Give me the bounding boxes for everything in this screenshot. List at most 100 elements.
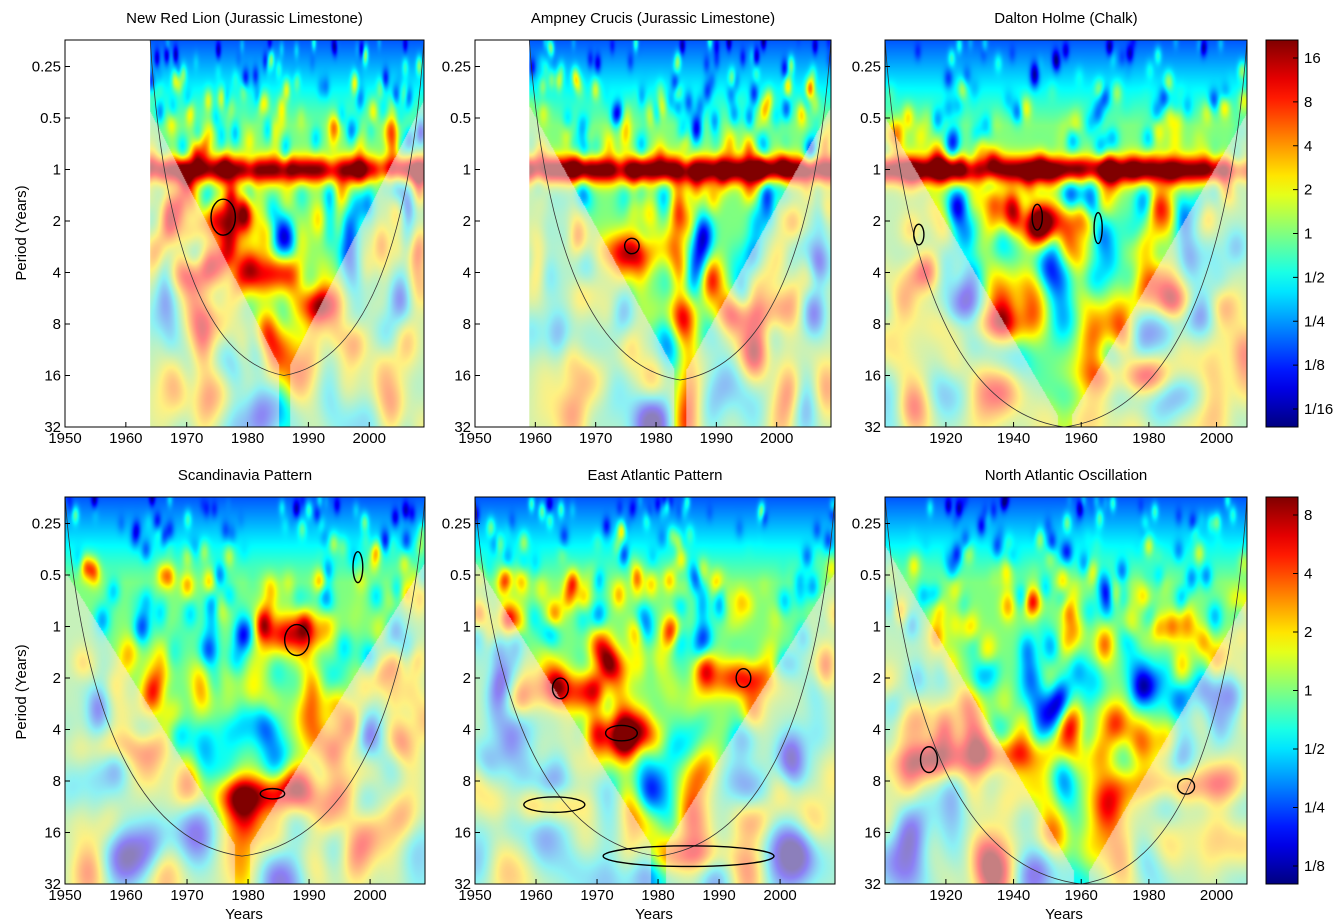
colorbar-tick-label: 1/8 xyxy=(1304,858,1325,875)
plot-frame xyxy=(884,39,1248,428)
y-tick-label: 16 xyxy=(44,368,61,385)
y-tick-label: 32 xyxy=(454,876,471,893)
x-tick-label: 1920 xyxy=(929,887,962,904)
plot-frame xyxy=(64,39,425,428)
y-tick-label: 16 xyxy=(454,368,471,385)
x-axis-label-right: Years xyxy=(1045,906,1083,923)
x-tick-label: 1960 xyxy=(1065,887,1098,904)
x-tick-label: 2000 xyxy=(763,887,796,904)
y-tick-label: 0.5 xyxy=(450,567,471,584)
y-tick-label: 0.5 xyxy=(860,567,881,584)
y-tick-label: 8 xyxy=(53,316,61,333)
y-tick-label: 16 xyxy=(864,368,881,385)
x-tick-label: 1950 xyxy=(48,430,81,447)
x-tick-label: 1950 xyxy=(48,887,81,904)
x-tick-label: 1970 xyxy=(580,887,613,904)
panel-5: East Atlantic Pattern 0.25 0.5 1 2 4 8 16 321950… xyxy=(442,467,836,904)
colorbar-tick-label: 1 xyxy=(1304,683,1312,700)
panel-title: New Red Lion (Jurassic Limestone) xyxy=(126,10,363,27)
panels-group: New Red Lion (Jurassic Limestone) 0.25 0.5… xyxy=(32,10,1248,904)
y-tick-label: 1 xyxy=(873,619,881,636)
x-tick-label: 1940 xyxy=(997,887,1030,904)
y-tick-label: 8 xyxy=(463,773,471,790)
x-tick-label: 1980 xyxy=(641,887,674,904)
x-tick-label: 1990 xyxy=(292,430,325,447)
colorbar-tick-label: 4 xyxy=(1304,138,1312,155)
x-tick-label: 1920 xyxy=(929,430,962,447)
y-tick-label: 0.25 xyxy=(852,59,881,76)
y-tick-label: 0.5 xyxy=(860,110,881,127)
y-tick-label: 1 xyxy=(53,619,61,636)
wavelet-power-map xyxy=(529,40,832,427)
x-tick-label: 1990 xyxy=(292,887,325,904)
x-tick-label: 1990 xyxy=(702,887,735,904)
significance-contour xyxy=(735,668,752,688)
x-tick-label: 1970 xyxy=(579,430,612,447)
y-tick-label: 0.25 xyxy=(442,516,471,533)
y-tick-label: 4 xyxy=(53,722,61,739)
x-tick-label: 1970 xyxy=(170,430,203,447)
y-tick-label: 8 xyxy=(873,316,881,333)
y-tick-label: 0.25 xyxy=(442,59,471,76)
panel-title: North Atlantic Oscillation xyxy=(985,467,1148,484)
y-tick-label: 32 xyxy=(864,876,881,893)
x-tick-label: 1970 xyxy=(170,887,203,904)
y-tick-label: 4 xyxy=(53,265,61,282)
wavelet-power-map xyxy=(65,497,425,884)
significance-contour xyxy=(604,724,639,742)
y-tick-label: 0.25 xyxy=(852,516,881,533)
colorbar-tick-label: 2 xyxy=(1304,182,1312,199)
significance-contour xyxy=(623,237,640,255)
colorbar-tick-label: 8 xyxy=(1304,94,1312,111)
y-tick-label: 0.5 xyxy=(450,110,471,127)
colorbar-tick-label: 1/16 xyxy=(1304,401,1333,418)
y-tick-label: 4 xyxy=(873,722,881,739)
panel-6: North Atlantic Oscillation 0.25 0.5 1 2 4 8 16 3… xyxy=(852,467,1248,904)
x-tick-label: 2000 xyxy=(760,430,793,447)
colorbar-tick-label: 1 xyxy=(1304,226,1312,243)
y-tick-label: 0.5 xyxy=(40,567,61,584)
panel-title: Ampney Crucis (Jurassic Limestone) xyxy=(531,10,775,27)
panel-title: Dalton Holme (Chalk) xyxy=(994,10,1137,27)
panel-title: East Atlantic Pattern xyxy=(587,467,722,484)
y-tick-label: 16 xyxy=(864,825,881,842)
plot-frame xyxy=(474,496,836,885)
wavelet-power-map xyxy=(885,40,1247,427)
y-tick-label: 4 xyxy=(463,265,471,282)
y-tick-label: 2 xyxy=(53,213,61,230)
significance-contour xyxy=(1176,777,1196,795)
wavelet-power-map xyxy=(150,40,425,427)
x-tick-label: 1980 xyxy=(231,887,264,904)
y-tick-label: 4 xyxy=(463,722,471,739)
plot-frame xyxy=(474,39,832,428)
x-tick-label: 1990 xyxy=(700,430,733,447)
x-tick-label: 1960 xyxy=(1065,430,1098,447)
y-tick-label: 4 xyxy=(873,265,881,282)
wavelet-power-map xyxy=(885,497,1247,884)
significance-contour xyxy=(1031,203,1044,231)
x-tick-label: 1960 xyxy=(109,430,142,447)
significance-contour xyxy=(283,623,310,657)
colorbar-2: 8 4 2 1 1/2 1/4 1/8 xyxy=(1265,496,1325,885)
wavelet-power-map xyxy=(475,497,835,884)
x-tick-label: 1960 xyxy=(519,430,552,447)
cone-of-influence xyxy=(528,39,832,381)
y-tick-label: 2 xyxy=(873,670,881,687)
x-tick-label: 1980 xyxy=(639,430,672,447)
significance-contour xyxy=(259,787,286,800)
y-tick-label: 8 xyxy=(53,773,61,790)
y-tick-label: 2 xyxy=(873,213,881,230)
x-tick-label: 1960 xyxy=(519,887,552,904)
y-tick-label: 1 xyxy=(463,162,471,179)
y-tick-label: 0.25 xyxy=(32,516,61,533)
x-tick-label: 1960 xyxy=(109,887,142,904)
y-tick-label: 32 xyxy=(44,876,61,893)
x-tick-label: 1980 xyxy=(1132,430,1165,447)
colorbars-group: 16 8 4 2 1 1/2 1/4 1/8 1/16 8 4 2 1 1/2 1/4 1/8 xyxy=(1265,39,1333,885)
y-tick-label: 2 xyxy=(463,213,471,230)
y-axis-label-top: Period (Years) xyxy=(13,185,30,280)
colorbar-tick-label: 1/2 xyxy=(1304,741,1325,758)
colorbar-tick-label: 1/4 xyxy=(1304,800,1325,817)
